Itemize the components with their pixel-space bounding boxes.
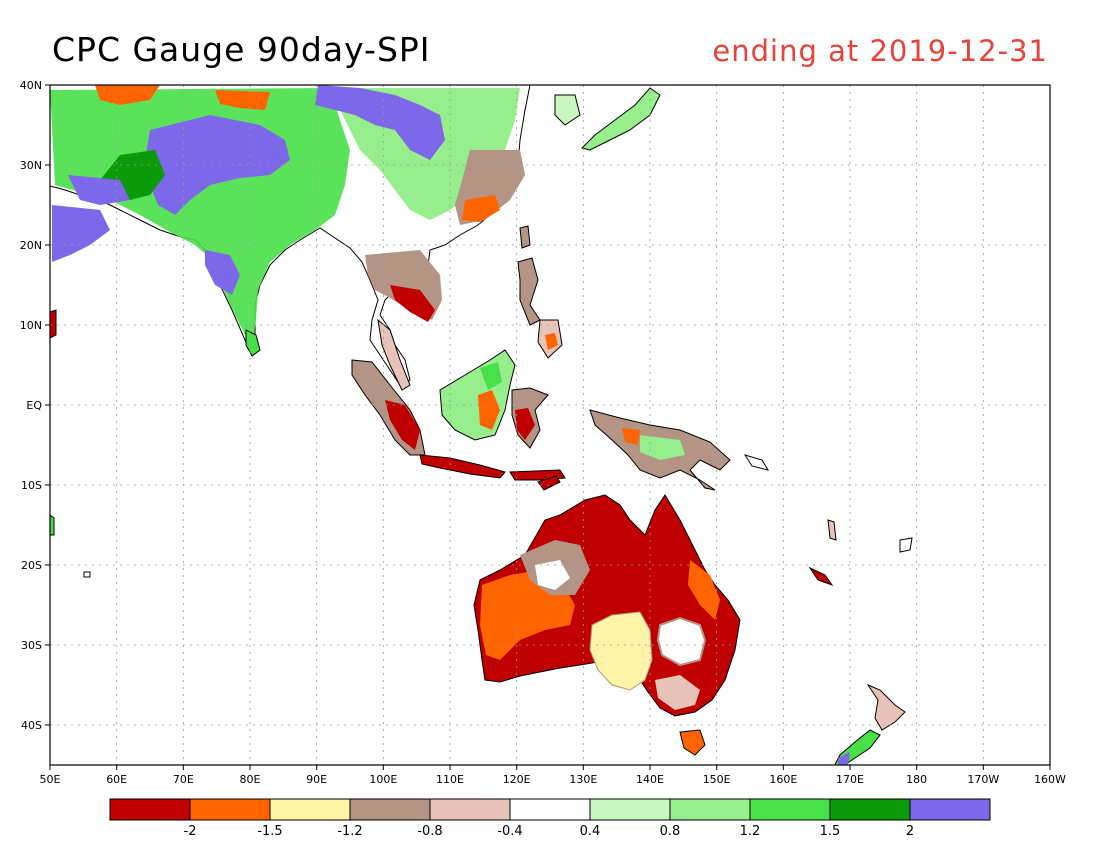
slightly-dry-central-australia bbox=[589, 611, 653, 691]
colorbar-label: -1.2 bbox=[337, 824, 362, 839]
very-wet-new-zealand bbox=[838, 752, 850, 765]
very-dry-sumatra bbox=[385, 400, 420, 450]
longitude-tick-label: 170E bbox=[836, 773, 864, 786]
colorbar-label: 1.5 bbox=[820, 824, 841, 839]
latitude-tick-label: 40S bbox=[21, 719, 42, 732]
land-timor bbox=[537, 475, 561, 491]
colorbar-swatch bbox=[749, 798, 831, 821]
land-tasmania bbox=[679, 729, 706, 756]
colorbar-swatch bbox=[349, 798, 431, 821]
dry-new-guinea bbox=[622, 428, 640, 445]
very-wet-north bbox=[145, 115, 290, 215]
colorbar-swatch bbox=[909, 798, 991, 821]
land-new-zealand-north bbox=[866, 683, 906, 731]
land-new-caledonia bbox=[808, 566, 834, 586]
very-wet-tibet bbox=[315, 85, 445, 160]
very-wet-west bbox=[68, 175, 130, 205]
latitude-tick-label: 20N bbox=[20, 239, 42, 252]
very-dry-china bbox=[462, 195, 500, 222]
land-vanuatu bbox=[827, 519, 837, 541]
colorbar-label: -1.5 bbox=[257, 824, 282, 839]
latitude-tick-label: 30N bbox=[20, 159, 42, 172]
latitude-tick-label: 10S bbox=[21, 479, 42, 492]
map-title: CPC Gauge 90day-SPI bbox=[52, 30, 431, 69]
longitude-axis: 50E 60E 70E 80E 90E 100E 110E 120E 130E 140E 150E 1… bbox=[40, 765, 1066, 786]
colorbar-swatch bbox=[269, 798, 351, 821]
wet-borneo bbox=[480, 362, 502, 390]
colorbar-swatch bbox=[189, 798, 271, 821]
longitude-tick-label: 160E bbox=[769, 773, 797, 786]
very-dry-indochina bbox=[390, 285, 435, 322]
colorbar-label: -0.4 bbox=[497, 824, 522, 839]
colorbar-label: -0.8 bbox=[417, 824, 442, 839]
land-fiji bbox=[899, 537, 913, 553]
latitude-tick-label: 10N bbox=[20, 319, 42, 332]
colorbar-label: -2 bbox=[184, 824, 197, 839]
land-korea bbox=[554, 94, 581, 126]
land-sri-lanka bbox=[245, 329, 261, 357]
longitude-tick-label: 50E bbox=[40, 773, 61, 786]
latitude-axis: 40N 30N 20N 10N EQ 10S 20S 30S 40S bbox=[20, 79, 50, 732]
colorbar-swatch bbox=[109, 798, 191, 821]
longitude-tick-label: 130E bbox=[569, 773, 597, 786]
land-solomon bbox=[743, 454, 770, 471]
moderately-dry-southeast-australia bbox=[688, 560, 720, 620]
dry-south-australia bbox=[655, 675, 700, 710]
land-malay-peninsula bbox=[377, 318, 411, 391]
very-wet-india bbox=[205, 250, 240, 295]
neutral-northwest-australia bbox=[535, 560, 570, 590]
colorbar-label: 2 bbox=[906, 824, 914, 839]
land-madagascar-edge bbox=[50, 514, 55, 536]
longitude-tick-label: 140E bbox=[636, 773, 664, 786]
colorbar-label: 1.2 bbox=[740, 824, 761, 839]
colorbar-label: 0.4 bbox=[580, 824, 601, 839]
colorbar-swatch bbox=[589, 798, 671, 821]
longitude-tick-label: 160W bbox=[1034, 773, 1066, 786]
land-arabia-edge bbox=[50, 309, 57, 339]
land-mauritius bbox=[83, 571, 91, 578]
latitude-tick-label: EQ bbox=[26, 399, 42, 412]
map-grid bbox=[50, 85, 1050, 765]
dry-patch-philippines bbox=[545, 333, 558, 350]
land-taiwan bbox=[519, 225, 531, 249]
land-japan bbox=[581, 87, 661, 151]
dry-borneo bbox=[478, 390, 500, 430]
longitude-tick-label: 120E bbox=[503, 773, 531, 786]
longitude-tick-label: 60E bbox=[106, 773, 127, 786]
colorbar: -2 -1.5 -1.2 -0.8 -0.4 0.4 0.8 1.2 1.5 2 bbox=[109, 798, 991, 839]
latitude-tick-label: 20S bbox=[21, 559, 42, 572]
dry-patch-northwest bbox=[95, 85, 160, 105]
map-frame bbox=[49, 84, 1051, 766]
land-borneo bbox=[439, 349, 516, 441]
longitude-tick-label: 100E bbox=[369, 773, 397, 786]
colorbar-label: 0.8 bbox=[660, 824, 681, 839]
map-area bbox=[50, 85, 913, 765]
longitude-tick-label: 170W bbox=[967, 773, 999, 786]
longitude-tick-label: 70E bbox=[173, 773, 194, 786]
colorbar-swatch bbox=[509, 798, 591, 821]
land-java bbox=[419, 454, 506, 479]
longitude-tick-label: 110E bbox=[436, 773, 464, 786]
longitude-tick-label: 80E bbox=[240, 773, 261, 786]
latitude-tick-label: 30S bbox=[21, 639, 42, 652]
colorbar-swatch bbox=[429, 798, 511, 821]
very-wet-arabia bbox=[52, 205, 110, 262]
very-dry-sulawesi bbox=[515, 408, 535, 440]
land-philippines-north bbox=[517, 257, 541, 326]
longitude-tick-label: 90E bbox=[306, 773, 327, 786]
dry-patch-north bbox=[215, 90, 270, 110]
longitude-tick-label: 180 bbox=[906, 773, 927, 786]
colorbar-swatch bbox=[669, 798, 751, 821]
wet-new-guinea bbox=[640, 435, 685, 460]
longitude-tick-label: 150E bbox=[703, 773, 731, 786]
latitude-tick-label: 40N bbox=[20, 79, 42, 92]
colorbar-swatch bbox=[829, 798, 911, 821]
map-date-label: ending at 2019-12-31 bbox=[712, 34, 1048, 68]
